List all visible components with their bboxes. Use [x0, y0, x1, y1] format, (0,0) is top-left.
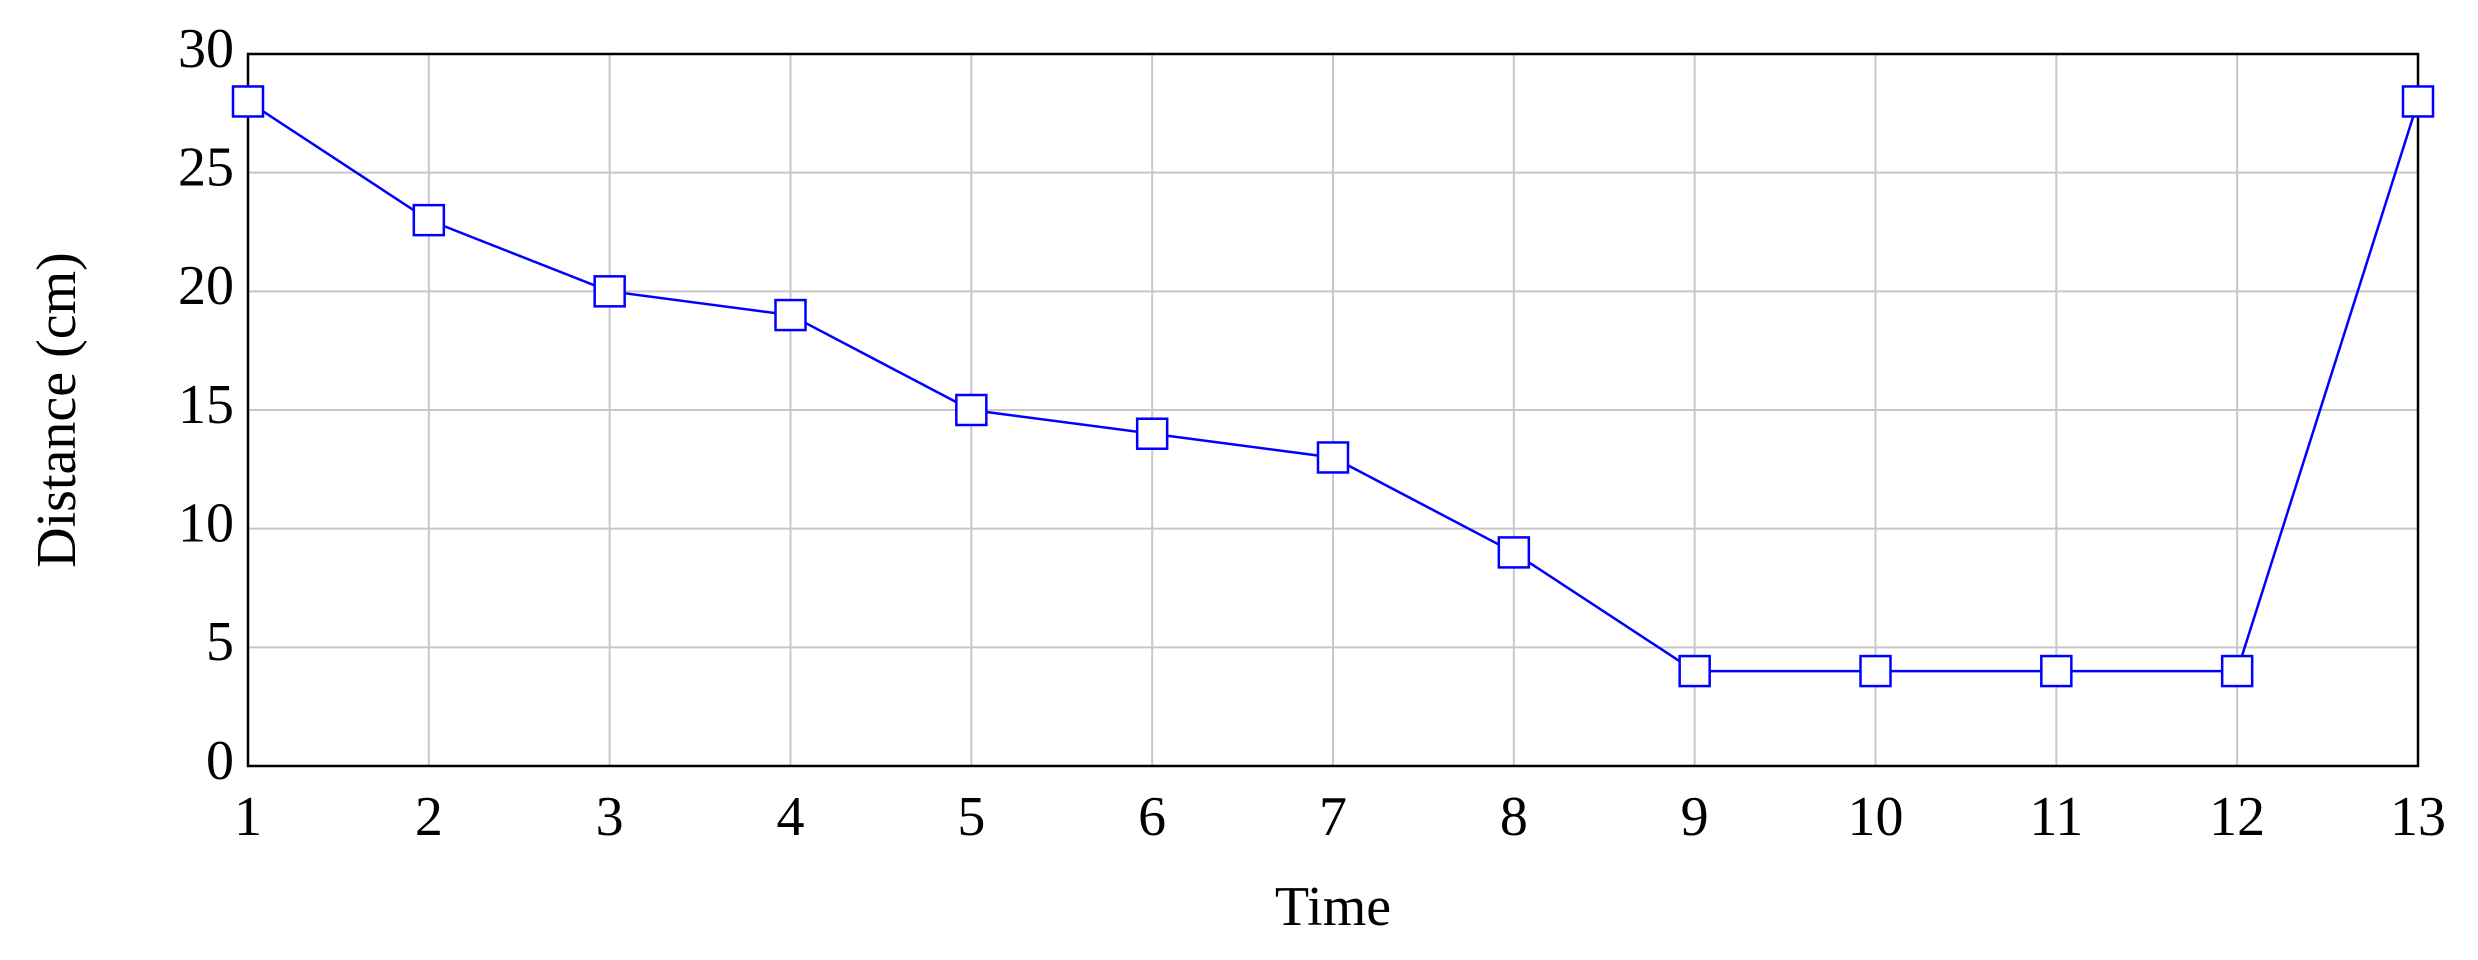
y-tick-label: 25 — [178, 137, 234, 199]
data-marker — [593, 275, 626, 308]
x-tick-label: 3 — [596, 786, 624, 848]
x-tick-label: 1 — [234, 786, 262, 848]
x-tick-label: 4 — [777, 786, 805, 848]
y-axis-label: Distance (cm) — [26, 252, 88, 568]
x-tick-label: 9 — [1681, 786, 1709, 848]
x-tick-label: 11 — [2029, 786, 2083, 848]
data-marker — [1497, 536, 1531, 569]
data-marker — [955, 393, 988, 427]
x-tick-label: 2 — [415, 786, 443, 848]
data-marker — [2040, 654, 2073, 688]
y-tick-label: 5 — [206, 611, 234, 673]
y-tick-label: 30 — [178, 18, 234, 80]
data-marker — [231, 85, 265, 118]
plot-frame — [246, 52, 2420, 768]
data-marker — [1678, 654, 1711, 688]
x-tick-label: 6 — [1138, 786, 1166, 848]
data-marker — [1316, 441, 1350, 474]
x-tick-label: 10 — [1848, 786, 1904, 848]
x-tick-label: 12 — [2209, 786, 2265, 848]
y-tick-label: 0 — [206, 730, 234, 792]
y-tick-label: 20 — [178, 255, 234, 317]
x-tick-label: 5 — [957, 786, 985, 848]
y-tick-label: 10 — [178, 493, 234, 555]
data-marker — [1135, 417, 1169, 450]
data-marker — [1859, 654, 1892, 688]
x-tick-label: 8 — [1500, 786, 1528, 848]
x-tick-label: 7 — [1319, 786, 1347, 848]
x-axis-label: Time — [1275, 876, 1391, 938]
data-marker — [774, 298, 807, 332]
data-marker — [2401, 85, 2435, 118]
data-marker — [2220, 654, 2254, 688]
data-marker — [412, 203, 446, 237]
x-tick-label: 13 — [2390, 786, 2446, 848]
y-tick-label: 15 — [178, 374, 234, 436]
